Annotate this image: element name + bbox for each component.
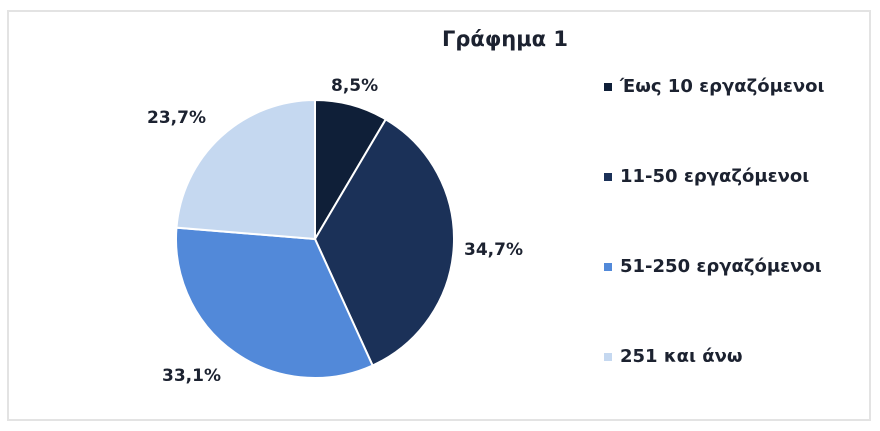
legend-label: 51-250 εργαζόμενοι: [620, 256, 822, 277]
legend-item-11-50: 11-50 εργαζόμενοι: [604, 166, 809, 187]
slice-11-50: [313, 117, 455, 367]
chart-title-text: Γράφημα 1: [441, 27, 569, 51]
slice-label-11-50: 34,7%: [464, 240, 523, 260]
legend-item-51-250: 51-250 εργαζόμενοι: [604, 256, 822, 277]
chart-title: Γράφημα 1: [0, 27, 880, 51]
slice-label-up-to-10: 8,5%: [331, 76, 379, 96]
legend-swatch-icon: [604, 262, 612, 271]
legend-label: 11-50 εργαζόμενοι: [620, 166, 810, 187]
legend-item-251-plus: 251 και άνω: [604, 346, 743, 367]
legend-swatch-icon: [604, 352, 612, 361]
slice-251-plus: [175, 98, 316, 241]
legend-swatch-icon: [604, 82, 612, 91]
legend-swatch-icon: [604, 172, 612, 181]
slice-label-251-plus: 23,7%: [147, 108, 206, 128]
slice-label-51-250: 33,1%: [162, 366, 221, 386]
legend-label: 251 και άνω: [620, 346, 743, 367]
legend-label: Έως 10 εργαζόμενοι: [620, 76, 825, 97]
legend-item-up-to-10: Έως 10 εργαζόμενοι: [604, 76, 825, 97]
slice-51-250: [175, 226, 374, 379]
